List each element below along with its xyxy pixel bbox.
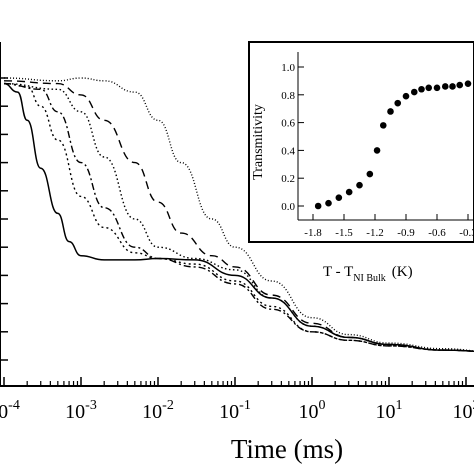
- inset-data-point: [456, 81, 464, 89]
- inset-x-tick-label: -0.6: [428, 227, 446, 239]
- inset-data-point: [379, 122, 387, 129]
- inset-x-axis-label: T - TNI Bulk (K): [323, 264, 413, 284]
- inset-x-tick-label: -1.5: [335, 227, 353, 239]
- main-x-tick-label: 10-3: [65, 398, 97, 423]
- inset-data-point: [325, 199, 332, 207]
- inset-data-point: [410, 88, 418, 96]
- inset-y-tick-label: 0.0: [281, 201, 295, 213]
- inset-frame: [248, 41, 474, 243]
- inset-y-axis-label: Transmitivity: [251, 104, 266, 180]
- series-line-3: [3, 82, 474, 352]
- inset-data-point: [402, 92, 410, 100]
- main-x-tick-label: 10-4: [0, 398, 20, 423]
- series-line-5: [3, 80, 474, 352]
- inset-x-tick-label: -0.3: [459, 227, 474, 239]
- main-x-tick-label: 10-2: [142, 398, 174, 423]
- series-line-6: [3, 77, 474, 352]
- inset-data-point: [366, 170, 374, 178]
- inset-data-point: [433, 84, 441, 92]
- inset-ticks: 0.0 0.2 0.4 0.6 0.8 1.0 -1.8 -1.5 -1.2 -0.9 -0.6 -0…: [281, 52, 474, 239]
- inset-x-axis-label-subscript: NI Bulk: [353, 273, 386, 284]
- series-line-2: [3, 82, 474, 352]
- inset-data-point: [394, 99, 402, 107]
- inset-x-tick-label: -1.2: [366, 227, 383, 239]
- inset-x-tick-label: -1.8: [304, 227, 322, 239]
- main-x-axis-label: Time (ms): [231, 434, 343, 464]
- main-x-tick-label: 100: [299, 398, 326, 423]
- inset-data-point: [418, 85, 425, 93]
- inset-y-tick-label: 0.4: [281, 145, 295, 157]
- inset-y-tick-label: 0.2: [281, 173, 295, 185]
- inset-data-point: [387, 108, 394, 115]
- main-series-group: [3, 77, 474, 352]
- main-x-ticks: 10-4 10-3 10-2 10-1 100 101 102: [0, 377, 474, 423]
- main-y-ticks: [0, 77, 8, 361]
- inset-y-tick-label: 1.0: [281, 62, 295, 74]
- inset-points-group: [314, 79, 474, 210]
- inset-x-axis-label-unit: (K): [392, 264, 413, 280]
- inset-data-point: [441, 83, 449, 90]
- inset-x-tick-label: -0.9: [397, 227, 415, 239]
- inset-data-point: [345, 188, 353, 196]
- inset-data-point: [335, 194, 343, 201]
- inset-data-point: [464, 80, 472, 87]
- main-x-tick-label: 101: [376, 398, 403, 423]
- inset-y-tick-label: 0.8: [281, 90, 295, 102]
- inset-y-tick-label: 0.6: [281, 118, 295, 130]
- inset-data-point: [356, 181, 363, 189]
- inset-data-point: [373, 147, 381, 154]
- inset-data-point: [449, 83, 456, 90]
- inset-data-point: [314, 202, 322, 210]
- main-x-tick-label: 10-1: [219, 398, 251, 423]
- main-x-tick-label: 102: [453, 398, 474, 423]
- inset-x-axis-label-main: T - T: [323, 264, 353, 280]
- inset-data-point: [425, 84, 433, 92]
